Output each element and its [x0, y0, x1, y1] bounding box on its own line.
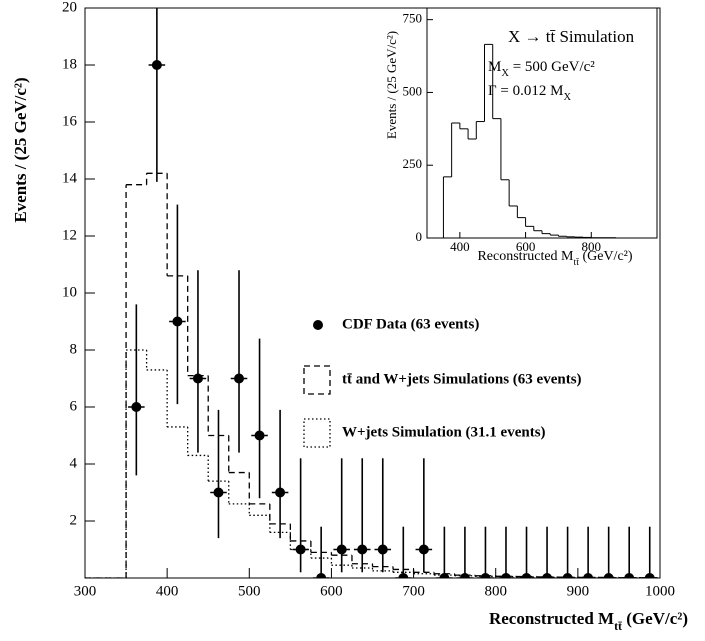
inset-annotation: Γ = 0.012 MX [488, 83, 571, 102]
inset-annotation: MX = 500 GeV/c² [488, 59, 595, 78]
data-point [357, 544, 368, 555]
inset-annotation-sub: X [563, 92, 571, 103]
data-point [542, 573, 553, 578]
legend-marker [303, 418, 331, 448]
data-point [131, 402, 142, 412]
data-point [213, 487, 224, 498]
data-point [172, 316, 183, 327]
y-tick-label: 750 [403, 11, 423, 26]
y-tick-label: 12 [62, 227, 77, 243]
data-point [275, 487, 286, 498]
y-tick-label: 10 [62, 284, 77, 300]
legend-marker [313, 320, 323, 330]
inset-x-axis-label-sub: tt̄ [574, 257, 580, 268]
data-point [418, 544, 429, 555]
inset-x-axis-label-tail: (GeV/c²) [579, 249, 633, 264]
x-tick-label: 500 [238, 583, 261, 599]
y-tick-label: 18 [62, 56, 77, 72]
inset-frame [426, 7, 658, 239]
inset-annotation-main: M [488, 59, 501, 75]
data-point [644, 573, 655, 578]
plot-layer [85, 8, 660, 578]
inset-x-axis-label-main: Reconstructed M [477, 249, 574, 264]
data-point [336, 544, 347, 555]
legend-label: CDF Data (63 events) [342, 316, 479, 332]
plot-layer [427, 43, 657, 239]
data-point [439, 573, 450, 578]
y-tick-label: 250 [403, 156, 423, 171]
y-tick-label: 0 [416, 229, 423, 244]
x-tick-label: 600 [320, 583, 343, 599]
x-axis-label-sub: tt̄ [614, 619, 622, 633]
data-point [521, 573, 532, 578]
y-axis-label: Events / (25 GeV/c²) [11, 77, 30, 222]
y-tick-label: 4 [70, 455, 78, 471]
x-tick-label: 1000 [645, 583, 675, 599]
inset-annotation-sub: X [501, 68, 509, 79]
x-tick-label: 400 [450, 239, 470, 254]
data-point [377, 544, 388, 555]
data-point [562, 573, 573, 578]
y-tick-label: 2 [70, 512, 78, 528]
y-tick-label: 14 [62, 170, 78, 186]
x-tick-label: 400 [156, 583, 179, 599]
x-tick-label: 300 [74, 583, 97, 599]
y-tick-label: 16 [62, 113, 78, 129]
x-tick-label: 700 [402, 583, 425, 599]
legend-marker [303, 365, 331, 395]
data-point [500, 573, 511, 578]
y-tick-label: 20 [62, 0, 77, 15]
inset-title: X → tt̄ Simulation [508, 27, 635, 46]
data-point [234, 373, 245, 384]
data-point [295, 544, 306, 555]
data-point [398, 573, 409, 578]
data-point [316, 573, 327, 578]
data-point [480, 573, 491, 578]
x-tick-label: 600 [516, 239, 536, 254]
data-point [603, 573, 614, 578]
x-tick-label: 800 [582, 239, 602, 254]
x-axis-label-main: Reconstructed M [489, 609, 614, 628]
inset-annotation-main: Γ = 0.012 M [488, 83, 563, 99]
x-axis-label-tail: (GeV/c²) [622, 609, 688, 628]
y-tick-label: 8 [70, 341, 78, 357]
x-tick-label: 900 [567, 583, 590, 599]
data-point [151, 60, 162, 70]
y-tick-label: 500 [403, 83, 423, 98]
x-tick-label: 800 [484, 583, 507, 599]
data-point [624, 573, 635, 578]
legend-label: W+jets Simulation (31.1 events) [342, 424, 546, 440]
data-point [583, 573, 594, 578]
inset-x-axis-label: Reconstructed Mtt̄ (GeV/c²) [477, 249, 632, 268]
x-axis-label: Reconstructed Mtt̄ (GeV/c²) [489, 609, 688, 633]
y-tick-label: 6 [70, 398, 78, 414]
inset-annotation-tail: = 500 GeV/c² [509, 59, 595, 75]
data-point [254, 430, 265, 441]
legend-label: tt̄ and W+jets Simulations (63 events) [342, 371, 582, 387]
inset-y-axis-label: Events / (25 GeV/c²) [384, 31, 399, 139]
